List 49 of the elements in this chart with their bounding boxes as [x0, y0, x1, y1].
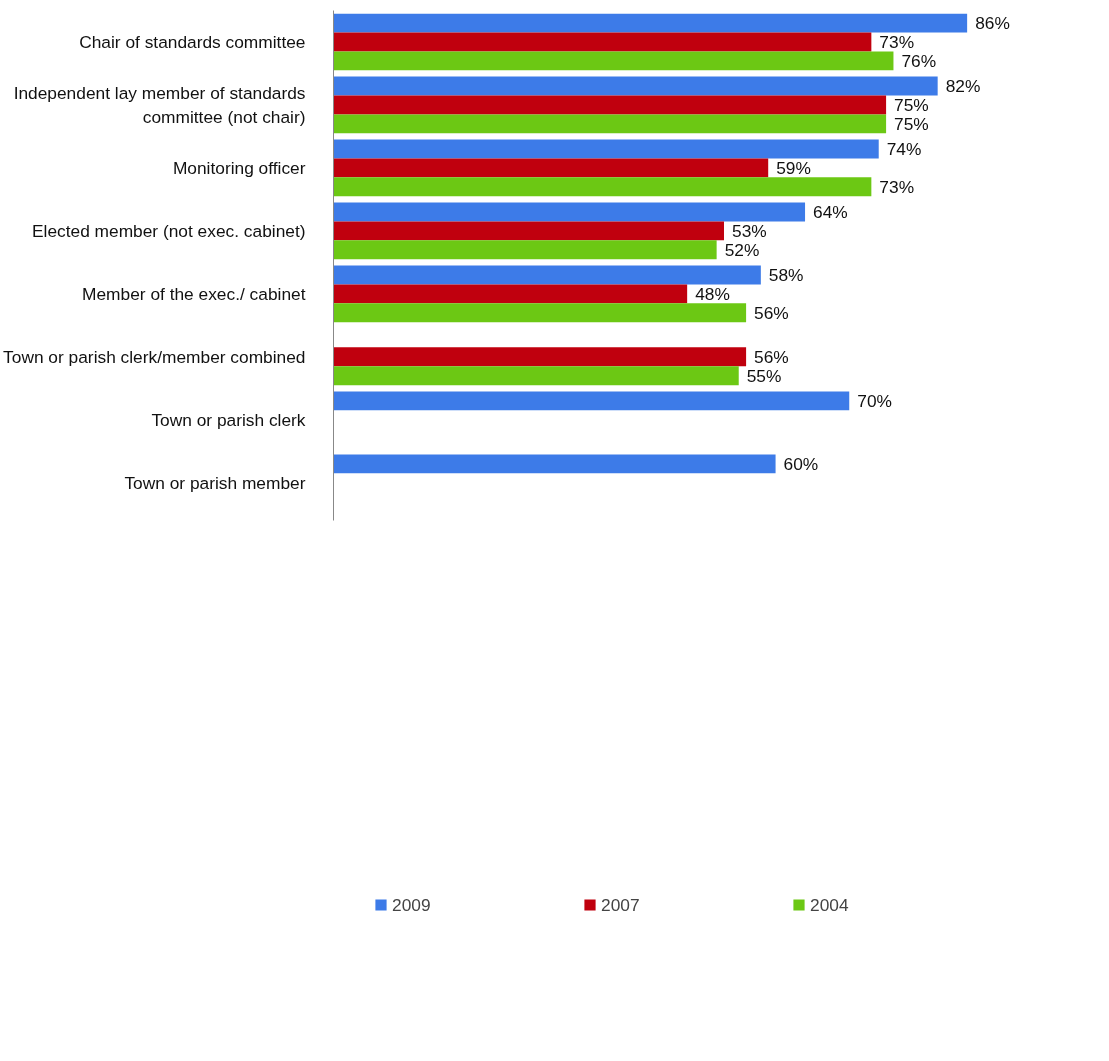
bar — [333, 13, 968, 33]
y-tick-label: Elected member (not exec. cabinet) — [31, 220, 306, 241]
data-label: 75% — [894, 113, 929, 134]
bar — [333, 158, 769, 178]
data-label: 55% — [746, 365, 782, 386]
legend-label: 2004 — [810, 894, 850, 916]
y-tick-label: Town or parish clerk/member combined — [3, 346, 306, 367]
bar — [333, 76, 938, 96]
bar — [333, 51, 894, 71]
bar — [333, 454, 776, 474]
bar — [333, 303, 747, 323]
data-label: 53% — [732, 220, 767, 241]
bar — [333, 284, 688, 304]
data-label: 60% — [783, 453, 819, 474]
data-label: 59% — [776, 157, 811, 178]
bar — [333, 177, 872, 197]
data-label: 86% — [975, 13, 1010, 34]
bar — [333, 366, 739, 386]
data-label: 56% — [754, 346, 789, 367]
bar — [333, 32, 872, 52]
bar — [333, 95, 887, 115]
data-label: 76% — [901, 50, 937, 71]
bar — [333, 221, 724, 241]
bar — [333, 347, 747, 367]
data-label: 52% — [724, 239, 760, 260]
data-label: 75% — [894, 94, 929, 115]
y-tick-label: Member of the exec./ cabinet — [82, 283, 306, 304]
data-label: 73% — [879, 31, 915, 52]
data-label: 70% — [857, 390, 892, 411]
y-tick-label: Monitoring officer — [172, 157, 306, 178]
data-label: 58% — [768, 264, 804, 285]
bar — [333, 114, 887, 134]
data-label: 64% — [813, 201, 848, 222]
bar — [333, 391, 850, 411]
data-label: 48% — [695, 283, 730, 304]
data-label: 74% — [886, 139, 922, 160]
bar — [333, 139, 879, 159]
legend-label: 2009 — [392, 894, 432, 916]
y-tick-label: Town or parish member — [124, 472, 306, 493]
bar — [333, 265, 761, 285]
y-tick-label: Town or parish clerk — [151, 409, 306, 430]
data-label: 73% — [879, 176, 915, 197]
data-label: 82% — [945, 76, 981, 97]
y-tick-label: Independent lay member of standards committee (not chair) — [13, 82, 306, 127]
data-label: 56% — [754, 302, 789, 323]
y-tick-label: Chair of standards committee — [79, 31, 306, 52]
bar — [333, 240, 717, 260]
legend-label: 2007 — [601, 894, 641, 916]
bar — [333, 202, 806, 222]
